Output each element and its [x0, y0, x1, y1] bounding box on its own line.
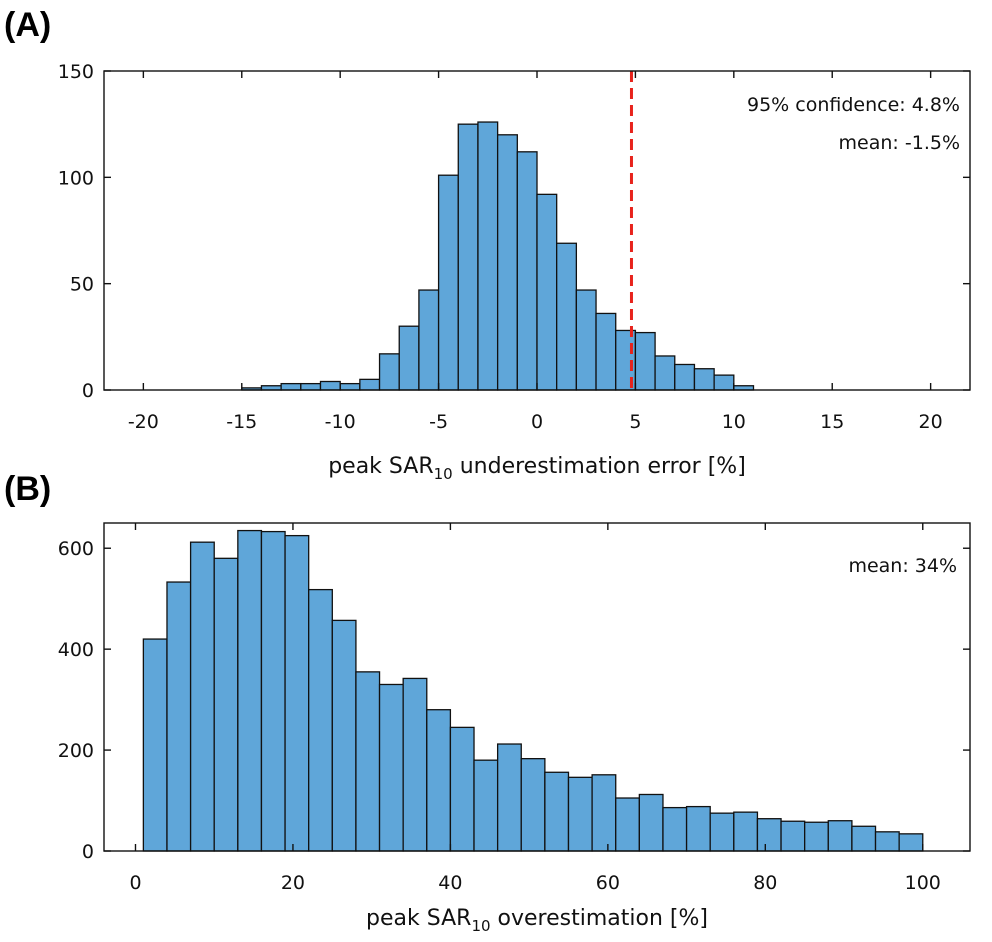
panel-b-x-tick-label: 60	[596, 872, 620, 894]
panel-b-bar	[827, 820, 853, 852]
panel-b-axes-frame	[103, 522, 971, 852]
panel-a-bar	[713, 374, 735, 391]
panel-a-bar	[418, 289, 440, 391]
x-axis-title-prefix: peak SAR	[328, 454, 433, 479]
panel-a-bar	[674, 363, 696, 391]
panel-a-bar	[300, 382, 322, 391]
panel-a-annotation: 95% confidence: 4.8%	[747, 94, 960, 116]
panel-a-x-tick-label: 5	[629, 411, 641, 433]
panel-b-bar	[426, 709, 452, 852]
panel-b-y-tick-label: 400	[58, 639, 94, 661]
panel-b-x-tick-label: 100	[905, 872, 941, 894]
panel-a-x-tick-label: 20	[919, 411, 943, 433]
panel-a-bar	[693, 368, 715, 391]
x-axis-title-suffix: underestimation error [%]	[453, 454, 746, 479]
panel-a-y-tick-label: 150	[58, 61, 94, 83]
panel-a-x-tick-label: -10	[325, 411, 356, 433]
panel-b-bar	[260, 530, 286, 852]
panel-a-bar	[457, 123, 479, 391]
panel-a-x-tick-label: 15	[820, 411, 844, 433]
panel-b-bar	[591, 774, 617, 852]
panel-b-bar	[874, 831, 900, 852]
panel-a-label: (A)	[4, 6, 51, 44]
panel-a-x-tick-label: -5	[429, 411, 448, 433]
panel-a-x-tick-label: -20	[128, 411, 159, 433]
panel-b-x-tick-label: 20	[281, 872, 305, 894]
panel-b-bar	[898, 833, 924, 852]
panel-b-bar	[496, 743, 522, 852]
panel-b-bar	[567, 776, 593, 852]
panel-a-bar	[319, 380, 341, 391]
panel-b-bar	[756, 818, 782, 852]
panel-a-bar	[634, 331, 656, 391]
panel-a-x-tick-label: 0	[531, 411, 543, 433]
panel-b-bar	[142, 638, 168, 852]
panel-b-bar	[449, 726, 475, 852]
panel-b-y-tick-label: 0	[82, 841, 94, 863]
panel-a-y-tick-label: 50	[70, 274, 94, 296]
panel-b-bar	[780, 820, 806, 852]
panel-b-bar	[685, 805, 711, 852]
panel-b-bar	[520, 758, 546, 852]
panel-a-bar	[378, 353, 400, 391]
panel-b-bar	[851, 825, 877, 852]
panel-b-bar	[166, 581, 192, 852]
panel-a-x-axis-title: peak SAR10 underestimation error [%]	[328, 454, 746, 483]
panel-a-bar	[437, 174, 459, 391]
panel-a-y-tick-label: 100	[58, 167, 94, 189]
panel-a-bar	[516, 151, 538, 391]
panel-a-bar	[280, 382, 302, 391]
panel-a-x-tick-label: -15	[226, 411, 257, 433]
panel-a-bar	[595, 312, 617, 391]
panel-b-bar	[402, 677, 428, 852]
panel-a-x-tick-label: 10	[722, 411, 746, 433]
panel-b-bar	[308, 588, 333, 852]
x-axis-title-subscript: 10	[471, 917, 490, 935]
x-axis-title-suffix: overestimation [%]	[491, 906, 708, 931]
panel-a-bar	[496, 134, 518, 391]
panel-b-bar	[615, 797, 640, 852]
panel-b-bar	[638, 793, 664, 852]
panel-a-bar	[654, 355, 676, 391]
panel-b-x-tick-label: 40	[438, 872, 462, 894]
panel-b-bar	[355, 671, 381, 852]
panel-a-bar	[339, 382, 361, 391]
panel-a-bar	[536, 193, 558, 391]
panel-b-x-tick-label: 0	[129, 872, 141, 894]
panel-a-bar	[398, 325, 420, 391]
panel-b-bar	[709, 812, 735, 852]
panel-b-y-tick-label: 200	[58, 740, 94, 762]
panel-b-bar	[804, 821, 829, 852]
x-axis-title-subscript: 10	[434, 465, 453, 483]
panel-b-bar	[378, 683, 404, 852]
panel-a-y-tick-label: 0	[82, 380, 94, 402]
panel-b-bar	[544, 771, 570, 852]
panel-b-x-tick-label: 80	[753, 872, 777, 894]
panel-a-bar	[575, 289, 597, 391]
panel-b-x-axis-title: peak SAR10 overestimation [%]	[366, 906, 708, 935]
panel-b-bar	[473, 759, 499, 852]
panel-a-bar	[556, 242, 578, 391]
panel-a-bar	[477, 121, 499, 391]
panel-b-bar	[284, 534, 310, 852]
panel-b-bar	[237, 529, 263, 852]
panel-b-bar	[331, 619, 357, 852]
panel-b-bar	[733, 811, 759, 852]
panel-b-label: (B)	[4, 470, 51, 508]
x-axis-title-prefix: peak SAR	[366, 906, 471, 931]
panel-b-bar	[662, 806, 688, 852]
panel-b-bar	[213, 557, 239, 852]
panel-b-annotation: mean: 34%	[848, 555, 957, 577]
panel-a-bar	[359, 378, 381, 391]
panel-b-bar	[189, 541, 215, 852]
panel-a-annotation: mean: -1.5%	[839, 132, 960, 154]
panel-b-y-tick-label: 600	[58, 538, 94, 560]
